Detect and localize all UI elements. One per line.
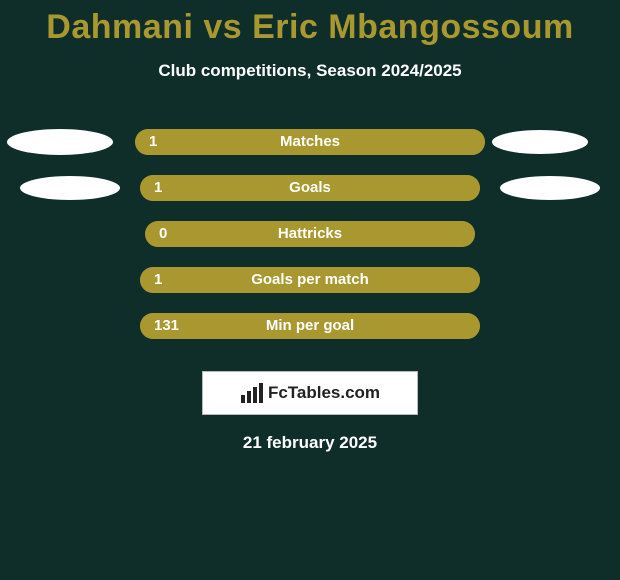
stat-row-mpg: 131 Min per goal — [0, 303, 620, 349]
stat-bar: 1 Matches — [135, 129, 485, 155]
stat-row-goals: 1 Goals — [0, 165, 620, 211]
stat-bar: 1 Goals per match — [140, 267, 480, 293]
stat-label: Matches — [280, 129, 340, 155]
stats-section: 1 Matches 1 Goals 0 Hattricks — [0, 119, 620, 349]
stat-label: Hattricks — [278, 221, 342, 247]
player-left-marker — [7, 129, 113, 155]
stat-row-gpm: 1 Goals per match — [0, 257, 620, 303]
stat-label: Goals per match — [251, 267, 369, 293]
stat-bar: 0 Hattricks — [145, 221, 475, 247]
brand-box[interactable]: FcTables.com — [202, 371, 418, 415]
stat-value: 1 — [149, 129, 157, 155]
stat-value: 131 — [154, 313, 179, 339]
stat-row-hattricks: 0 Hattricks — [0, 211, 620, 257]
player-right-marker — [500, 176, 600, 200]
stat-label: Goals — [289, 175, 331, 201]
bars-icon — [240, 383, 264, 403]
page-subtitle: Club competitions, Season 2024/2025 — [0, 61, 620, 81]
stat-row-matches: 1 Matches — [0, 119, 620, 165]
stat-bar: 1 Goals — [140, 175, 480, 201]
stat-label: Min per goal — [266, 313, 354, 339]
footer-date: 21 february 2025 — [0, 433, 620, 453]
player-right-marker — [492, 130, 588, 154]
comparison-card: Dahmani vs Eric Mbangossoum Club competi… — [0, 0, 620, 580]
stat-bar: 131 Min per goal — [140, 313, 480, 339]
page-title: Dahmani vs Eric Mbangossoum — [0, 0, 620, 47]
player-left-marker — [20, 176, 120, 200]
stat-value: 1 — [154, 175, 162, 201]
stat-value: 1 — [154, 267, 162, 293]
brand-text: FcTables.com — [268, 383, 380, 403]
stat-value: 0 — [159, 221, 167, 247]
